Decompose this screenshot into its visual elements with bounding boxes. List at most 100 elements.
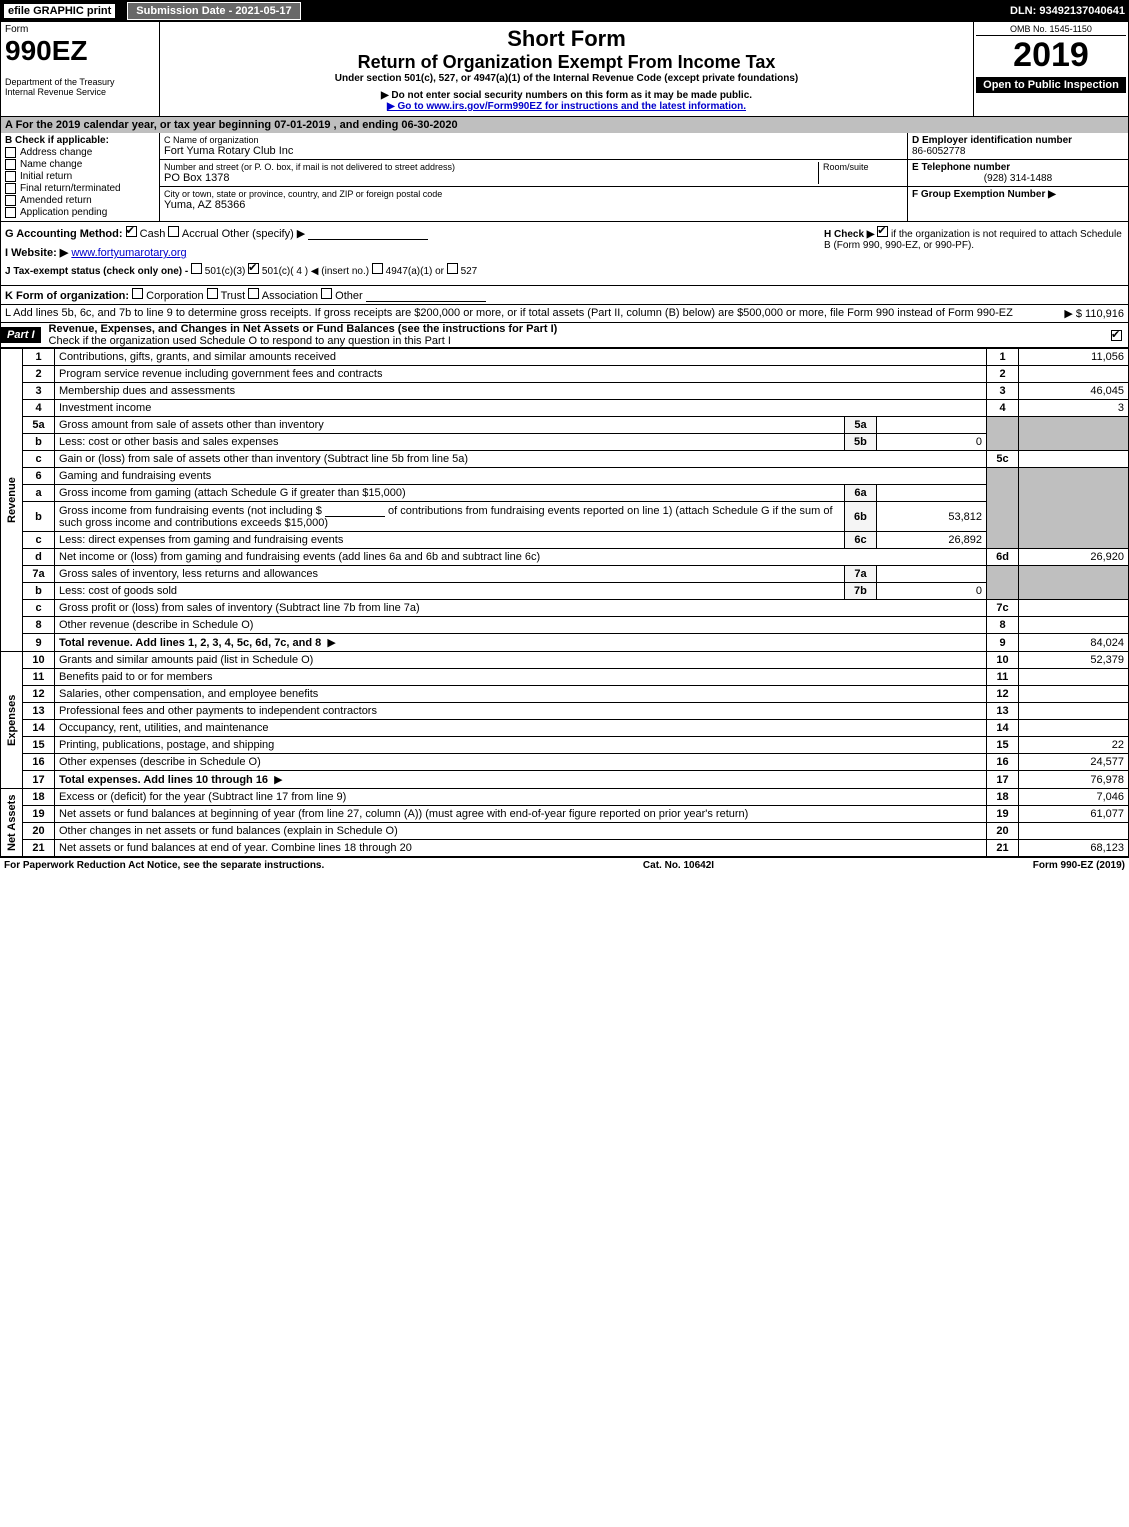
label-initial-return: Initial return <box>20 171 72 182</box>
label-address-change: Address change <box>20 147 92 158</box>
page-footer: For Paperwork Reduction Act Notice, see … <box>0 857 1129 873</box>
checkbox-4947[interactable] <box>372 263 383 274</box>
l16-val: 24,577 <box>1019 754 1129 771</box>
l6a-desc: Gross income from gaming (attach Schedul… <box>55 485 845 502</box>
acct-label: G Accounting Method: <box>5 228 123 240</box>
dept-label: Department of the Treasury <box>5 77 155 87</box>
l8-ref: 8 <box>987 617 1019 634</box>
section-note: Under section 501(c), 527, or 4947(a)(1)… <box>164 73 969 84</box>
l2-desc: Program service revenue including govern… <box>55 366 987 383</box>
checkbox-amended-return[interactable] <box>5 195 16 206</box>
l14-ref: 14 <box>987 720 1019 737</box>
part1-check-note: Check if the organization used Schedule … <box>49 335 451 347</box>
checkbox-527[interactable] <box>447 263 458 274</box>
info-block: B Check if applicable: Address change Na… <box>0 133 1129 222</box>
l16-ref: 16 <box>987 754 1019 771</box>
l8-val <box>1019 617 1129 634</box>
l15-ref: 15 <box>987 737 1019 754</box>
l6c-subval: 26,892 <box>876 532 986 549</box>
checkbox-accrual[interactable] <box>168 226 179 237</box>
label-name-change: Name change <box>20 159 82 170</box>
checkbox-assoc[interactable] <box>248 288 259 299</box>
l6-desc: Gaming and fundraising events <box>55 468 987 485</box>
l20-ref: 20 <box>987 823 1019 840</box>
l13-num: 13 <box>23 703 55 720</box>
l11-desc: Benefits paid to or for members <box>55 669 987 686</box>
tax-year-bar: A For the 2019 calendar year, or tax yea… <box>0 117 1129 133</box>
l6b-sub: 6b <box>844 502 876 532</box>
l3-val: 46,045 <box>1019 383 1129 400</box>
label-other: Other (specify) ▶ <box>222 228 306 240</box>
l16-desc: Other expenses (describe in Schedule O) <box>55 754 987 771</box>
l15-desc: Printing, publications, postage, and shi… <box>55 737 987 754</box>
checkbox-address-change[interactable] <box>5 147 16 158</box>
omb-label: OMB No. 1545-1150 <box>976 24 1126 36</box>
checkbox-application-pending[interactable] <box>5 207 16 218</box>
checkbox-trust[interactable] <box>207 288 218 299</box>
label-accrual: Accrual <box>182 228 219 240</box>
l9-desc: Total revenue. Add lines 1, 2, 3, 4, 5c,… <box>55 634 987 652</box>
website-link[interactable]: www.fortyumarotary.org <box>71 247 186 259</box>
l7a-desc: Gross sales of inventory, less returns a… <box>55 566 845 583</box>
phone-value: (928) 314-1488 <box>912 173 1124 184</box>
checkbox-cash[interactable] <box>126 226 137 237</box>
part1-label: Part I <box>1 327 41 343</box>
l17-num: 17 <box>23 771 55 789</box>
l5b-sub: 5b <box>844 434 876 451</box>
label-corp: Corporation <box>146 290 203 302</box>
form-number: 990EZ <box>5 35 155 67</box>
l19-desc: Net assets or fund balances at beginning… <box>55 806 987 823</box>
checkbox-other-org[interactable] <box>321 288 332 299</box>
l5c-val <box>1019 451 1129 468</box>
other-specify-input[interactable] <box>308 227 428 240</box>
label-other-org: Other <box>335 290 363 302</box>
website-label: I Website: ▶ <box>5 247 68 259</box>
goto-link[interactable]: ▶ Go to www.irs.gov/Form990EZ for instru… <box>387 101 746 112</box>
form-header-center: Short Form Return of Organization Exempt… <box>160 22 974 116</box>
l4-val: 3 <box>1019 400 1129 417</box>
top-bar: efile GRAPHIC print Submission Date - 20… <box>0 0 1129 22</box>
section-c: C Name of organization Fort Yuma Rotary … <box>160 133 908 221</box>
lines-table: Revenue 1 Contributions, gifts, grants, … <box>0 348 1129 857</box>
checkbox-h[interactable] <box>877 226 888 237</box>
l20-num: 20 <box>23 823 55 840</box>
checkbox-501c3[interactable] <box>191 263 202 274</box>
l5b-desc: Less: cost or other basis and sales expe… <box>55 434 845 451</box>
checkbox-schedule-o[interactable] <box>1111 330 1122 341</box>
section-d: D Employer identification number 86-6052… <box>908 133 1128 221</box>
checkbox-initial-return[interactable] <box>5 171 16 182</box>
l14-desc: Occupancy, rent, utilities, and maintena… <box>55 720 987 737</box>
l6c-desc: Less: direct expenses from gaming and fu… <box>55 532 845 549</box>
title-short: Short Form <box>164 26 969 52</box>
l7a-subval <box>876 566 986 583</box>
grey-6 <box>987 468 1019 549</box>
label-assoc: Association <box>262 290 318 302</box>
checkbox-final-return[interactable] <box>5 183 16 194</box>
l2-ref: 2 <box>987 366 1019 383</box>
label-501c: 501(c)( 4 ) ◀ (insert no.) <box>262 266 369 277</box>
l6c-sub: 6c <box>844 532 876 549</box>
l5c-num: c <box>23 451 55 468</box>
l10-num: 10 <box>23 652 55 669</box>
grey-7 <box>987 566 1019 600</box>
efile-label: efile GRAPHIC print <box>4 4 115 18</box>
l7b-num: b <box>23 583 55 600</box>
other-org-input[interactable] <box>366 289 486 302</box>
section-l: L Add lines 5b, 6c, and 7b to line 9 to … <box>0 305 1129 323</box>
label-amended-return: Amended return <box>20 195 92 206</box>
form-header-right: OMB No. 1545-1150 2019 Open to Public In… <box>974 22 1128 116</box>
l9-val: 84,024 <box>1019 634 1129 652</box>
l7c-val <box>1019 600 1129 617</box>
checkbox-corp[interactable] <box>132 288 143 299</box>
goto-note[interactable]: ▶ Go to www.irs.gov/Form990EZ for instru… <box>164 101 969 112</box>
checkbox-name-change[interactable] <box>5 159 16 170</box>
l3-desc: Membership dues and assessments <box>55 383 987 400</box>
l13-ref: 13 <box>987 703 1019 720</box>
l2-num: 2 <box>23 366 55 383</box>
l8-desc: Other revenue (describe in Schedule O) <box>55 617 987 634</box>
section-ghijkl: G Accounting Method: Cash Accrual Other … <box>0 222 1129 286</box>
l6b-blank[interactable] <box>325 504 385 517</box>
l1-desc: Contributions, gifts, grants, and simila… <box>55 349 987 366</box>
checkbox-501c[interactable] <box>248 263 259 274</box>
l18-num: 18 <box>23 789 55 806</box>
